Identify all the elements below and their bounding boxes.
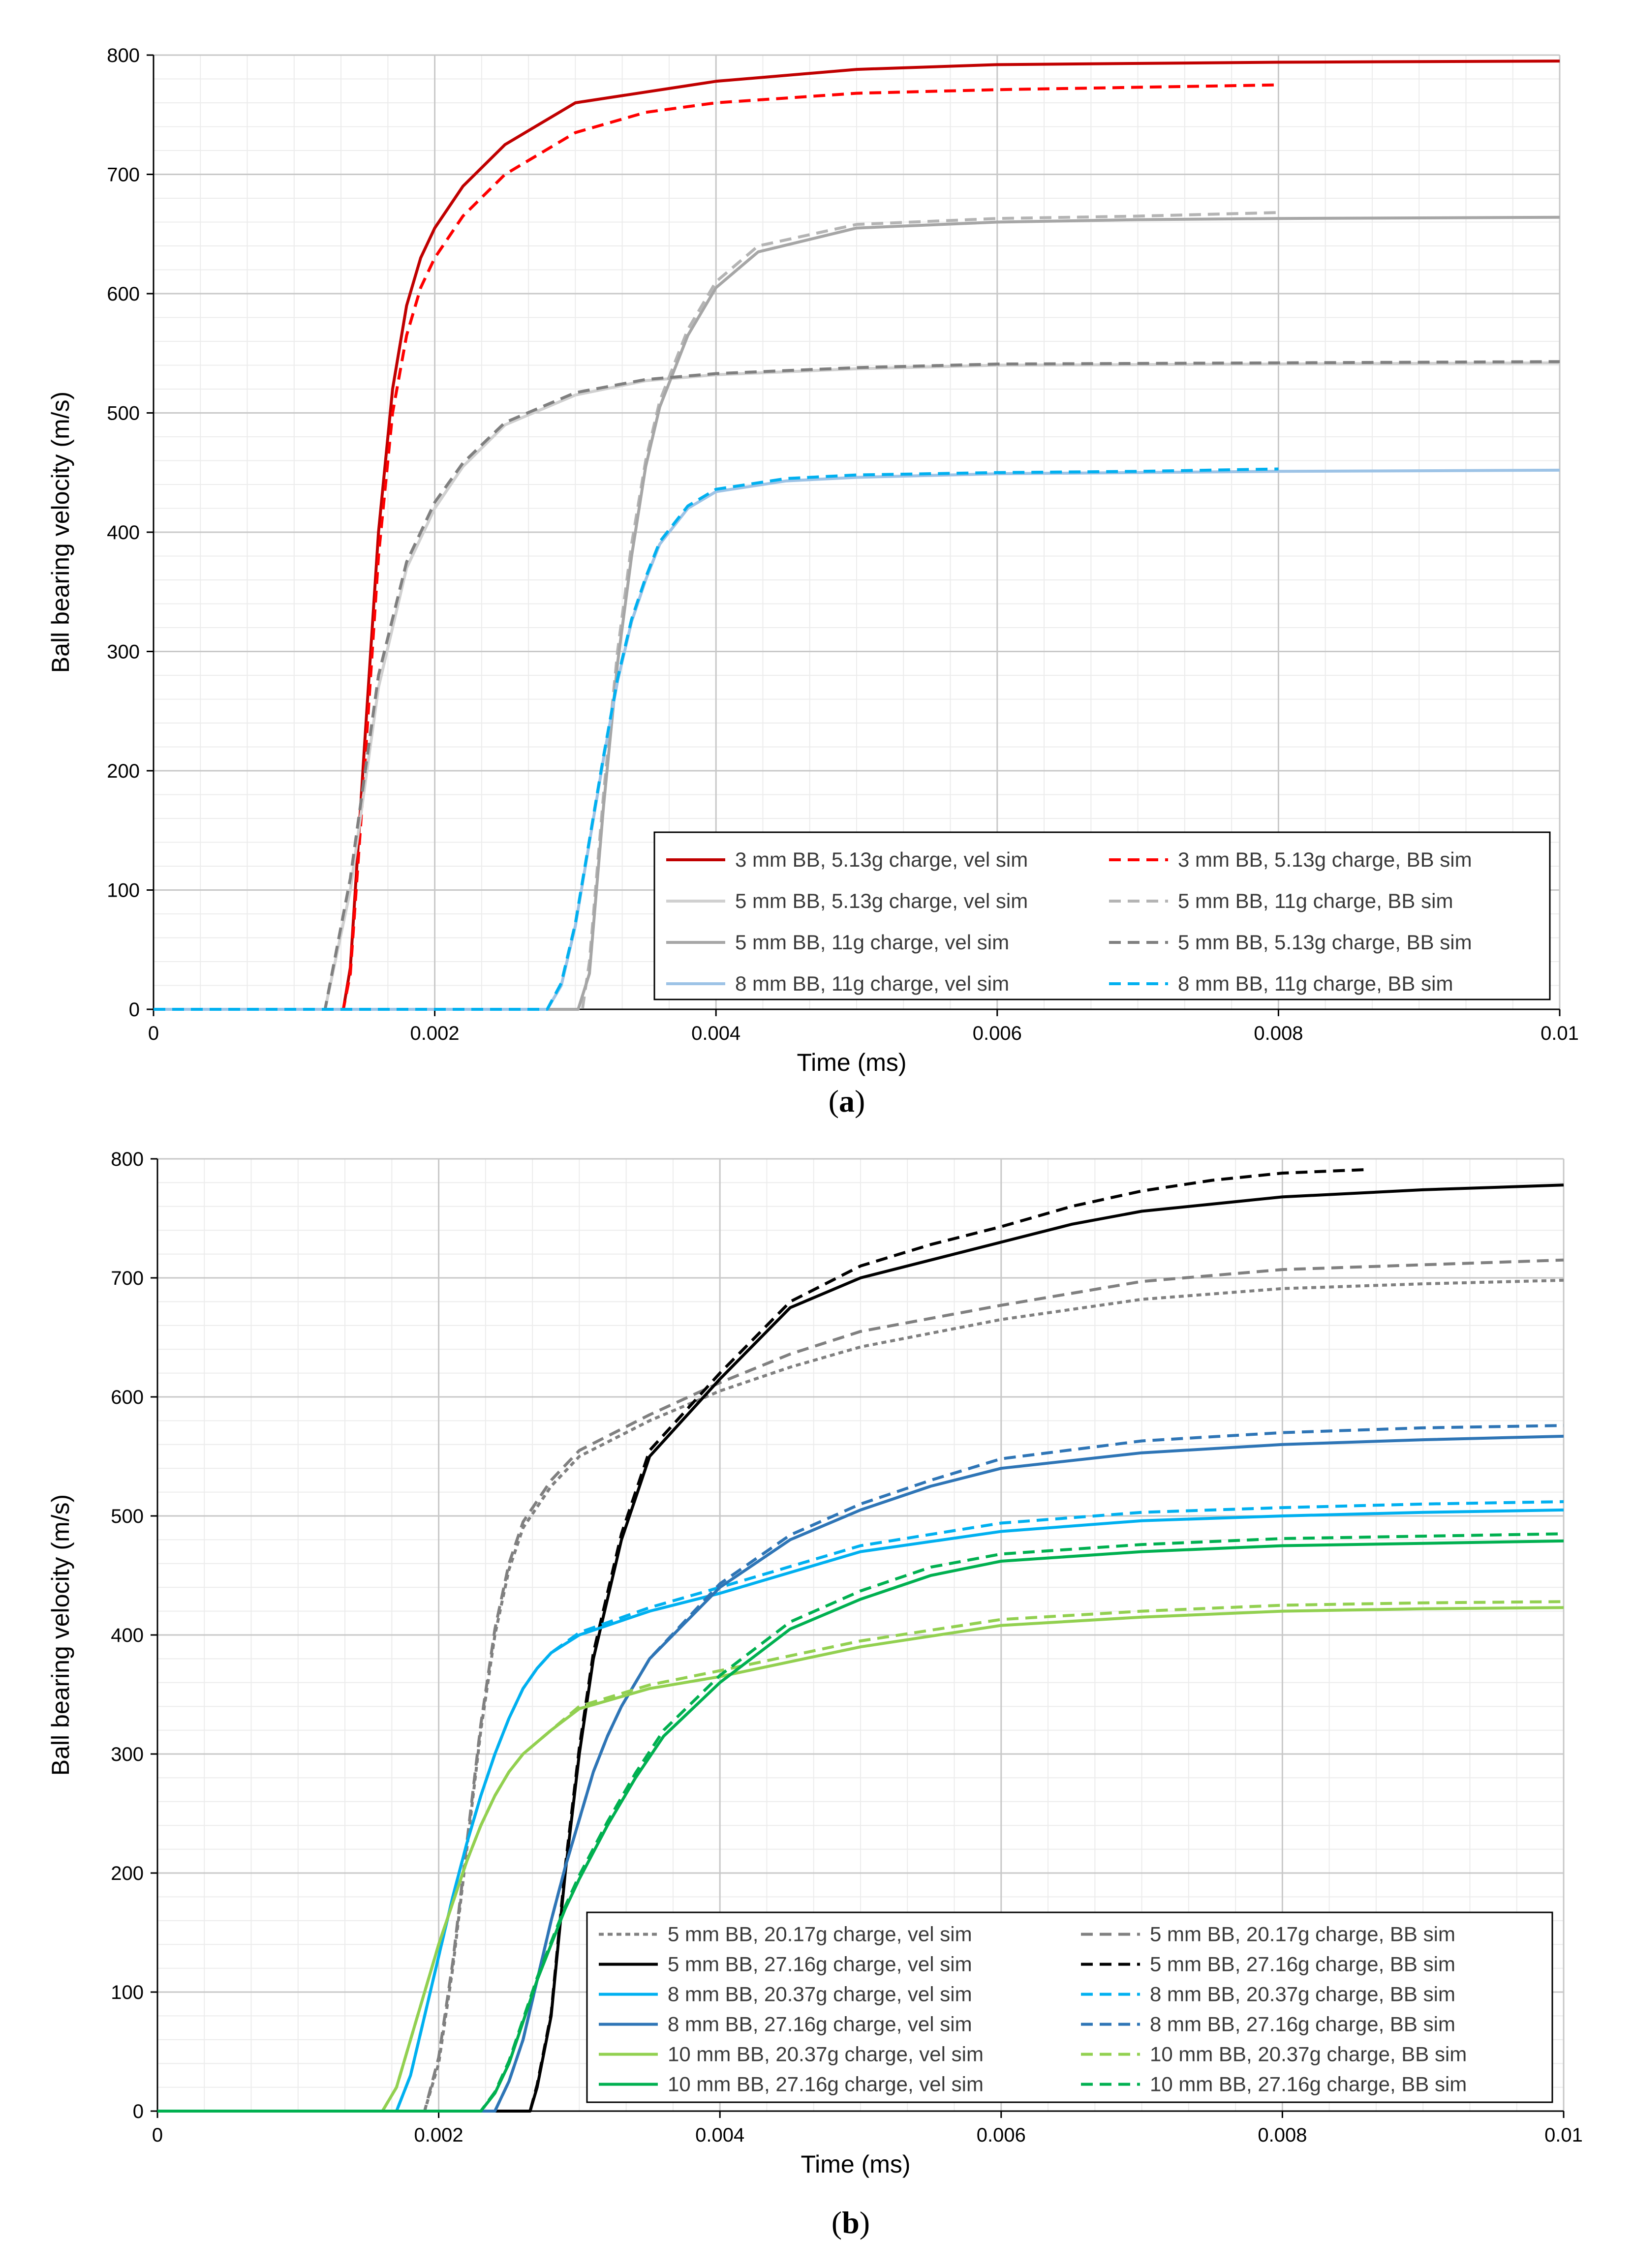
chart-panel-b: 0 0.002 0.004 0.006 0.008 0.01 0 100 200 300 400 50…	[47, 1149, 1583, 2240]
chart-panel-a: 0 0.002 0.004 0.006 0.008 0.01 0 100 200 300 400 50…	[47, 45, 1579, 1119]
legend-label: 5 mm BB, 27.16g charge, BB sim	[1150, 1953, 1455, 1976]
x-tick-label: 0.002	[414, 2124, 463, 2146]
legend-label: 8 mm BB, 27.16g charge, vel sim	[668, 2013, 972, 2036]
series-line-5	[154, 215, 1560, 1011]
x-tick-label: 0	[148, 1023, 159, 1044]
series-line-3	[154, 361, 1560, 1011]
legend-box	[586, 1911, 1553, 2103]
legend-label: 10 mm BB, 20.37g charge, BB sim	[1150, 2043, 1467, 2066]
x-tick-label: 0.002	[410, 1023, 460, 1044]
x-tick-label: 0.008	[1254, 1023, 1303, 1044]
legend-label: 5 mm BB, 11g charge, BB sim	[1178, 889, 1453, 912]
y-tick-label: 500	[107, 403, 140, 424]
x-tick-label: 0.004	[691, 1023, 740, 1044]
caption-close-paren: )	[855, 1084, 865, 1119]
legend-label: 3 mm BB, 5.13g charge, BB sim	[1178, 848, 1472, 871]
series-line-8	[154, 467, 1279, 1011]
legend-box	[653, 831, 1551, 1000]
x-tick-label: 0.01	[1544, 2124, 1583, 2146]
x-tick-label: 0.01	[1541, 1023, 1579, 1044]
series-line-4	[157, 1168, 1367, 2113]
legend-label: 10 mm BB, 27.16g charge, vel sim	[668, 2073, 984, 2096]
legend: 3 mm BB, 5.13g charge, vel sim 3 mm BB, 5…	[653, 831, 1551, 1000]
y-tick-label: 400	[111, 1625, 144, 1646]
y-axis-label: Ball bearing velocity (m/s)	[47, 392, 74, 673]
series-line-10	[157, 1600, 1564, 2113]
legend-label: 3 mm BB, 5.13g charge, vel sim	[735, 848, 1028, 871]
legend-label: 5 mm BB, 5.13g charge, vel sim	[735, 889, 1028, 912]
legend-label: 8 mm BB, 11g charge, vel sim	[735, 972, 1009, 995]
caption-letter: a	[839, 1084, 855, 1119]
legend-label: 5 mm BB, 20.17g charge, BB sim	[1150, 1923, 1455, 1946]
y-tick-label: 0	[129, 999, 140, 1021]
series-line-8	[157, 1424, 1564, 2113]
caption-open-paren: (	[829, 1084, 839, 1119]
legend-label: 8 mm BB, 27.16g charge, BB sim	[1150, 2013, 1455, 2036]
caption-open-paren: (	[832, 2205, 842, 2240]
legend-label: 10 mm BB, 20.37g charge, vel sim	[668, 2043, 984, 2066]
panel-caption: (a)	[829, 1084, 865, 1119]
legend-label: 5 mm BB, 20.17g charge, vel sim	[668, 1923, 972, 1946]
legend-label: 5 mm BB, 11g charge, vel sim	[735, 931, 1009, 954]
y-tick-label: 700	[107, 164, 140, 186]
y-tick-label: 800	[111, 1149, 144, 1170]
y-tick-label: 600	[111, 1387, 144, 1408]
x-tick-label: 0	[152, 2124, 163, 2146]
y-tick-label: 0	[133, 2101, 144, 2122]
y-tick-label: 400	[107, 522, 140, 544]
y-tick-label: 300	[107, 641, 140, 663]
y-tick-label: 800	[107, 45, 140, 66]
legend: 5 mm BB, 20.17g charge, vel sim 5 mm BB, …	[586, 1911, 1553, 2103]
x-tick-label: 0.006	[977, 2124, 1026, 2146]
y-tick-label: 200	[107, 760, 140, 782]
series-line-2	[157, 1258, 1564, 2113]
legend-label: 5 mm BB, 27.16g charge, vel sim	[668, 1953, 972, 1976]
x-tick-label: 0.004	[695, 2124, 744, 2146]
y-tick-label: 100	[107, 880, 140, 902]
legend-label: 8 mm BB, 20.37g charge, vel sim	[668, 1983, 972, 2006]
caption-letter: b	[842, 2205, 860, 2240]
series-line-6	[157, 1500, 1564, 2113]
x-tick-label: 0.006	[973, 1023, 1022, 1044]
series-line-7	[154, 468, 1560, 1011]
series-line-2	[154, 83, 1279, 1011]
y-tick-label: 600	[107, 283, 140, 305]
legend-label: 8 mm BB, 11g charge, BB sim	[1178, 972, 1453, 995]
legend-label: 8 mm BB, 20.37g charge, BB sim	[1150, 1983, 1455, 2006]
caption-close-paren: )	[860, 2205, 870, 2240]
x-tick-label: 0.008	[1258, 2124, 1307, 2146]
y-tick-label: 300	[111, 1744, 144, 1765]
legend-label: 10 mm BB, 27.16g charge, BB sim	[1150, 2073, 1467, 2096]
y-tick-label: 500	[111, 1506, 144, 1527]
y-axis-label: Ball bearing velocity (m/s)	[47, 1494, 74, 1776]
legend-label: 5 mm BB, 5.13g charge, BB sim	[1178, 931, 1472, 954]
y-tick-label: 200	[111, 1863, 144, 1884]
series-line-12	[157, 1532, 1564, 2113]
x-axis-label: Time (ms)	[797, 1049, 906, 1076]
y-tick-label: 700	[111, 1268, 144, 1289]
x-axis-label: Time (ms)	[801, 2150, 910, 2178]
series-line-1	[157, 1278, 1564, 2113]
y-tick-label: 100	[111, 1982, 144, 2003]
panel-caption: (b)	[832, 2205, 870, 2240]
